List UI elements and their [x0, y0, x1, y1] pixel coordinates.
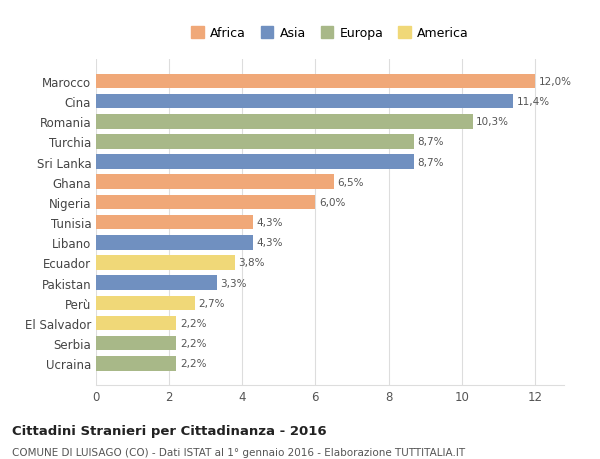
Bar: [96, 256, 235, 270]
Bar: [96, 215, 253, 230]
Bar: [96, 356, 176, 371]
Bar: [96, 296, 195, 310]
Text: 8,7%: 8,7%: [418, 157, 444, 167]
Bar: [96, 316, 176, 330]
Text: 2,2%: 2,2%: [180, 338, 206, 348]
Text: 12,0%: 12,0%: [538, 77, 571, 87]
Bar: [96, 155, 414, 169]
Text: 3,8%: 3,8%: [239, 258, 265, 268]
Bar: [96, 276, 217, 290]
Bar: [96, 195, 316, 210]
Legend: Africa, Asia, Europa, America: Africa, Asia, Europa, America: [187, 23, 473, 44]
Text: 10,3%: 10,3%: [476, 117, 509, 127]
Bar: [96, 74, 535, 89]
Text: 4,3%: 4,3%: [257, 218, 283, 228]
Text: Cittadini Stranieri per Cittadinanza - 2016: Cittadini Stranieri per Cittadinanza - 2…: [12, 425, 326, 437]
Text: 8,7%: 8,7%: [418, 137, 444, 147]
Text: 4,3%: 4,3%: [257, 238, 283, 248]
Text: 3,3%: 3,3%: [220, 278, 247, 288]
Text: 6,0%: 6,0%: [319, 197, 346, 207]
Bar: [96, 175, 334, 190]
Bar: [96, 235, 253, 250]
Bar: [96, 95, 513, 109]
Bar: [96, 135, 414, 149]
Text: 2,2%: 2,2%: [180, 358, 206, 369]
Text: COMUNE DI LUISAGO (CO) - Dati ISTAT al 1° gennaio 2016 - Elaborazione TUTTITALIA: COMUNE DI LUISAGO (CO) - Dati ISTAT al 1…: [12, 448, 465, 458]
Bar: [96, 336, 176, 351]
Bar: [96, 115, 473, 129]
Text: 2,7%: 2,7%: [199, 298, 225, 308]
Text: 2,2%: 2,2%: [180, 318, 206, 328]
Text: 11,4%: 11,4%: [517, 97, 550, 107]
Text: 6,5%: 6,5%: [337, 177, 364, 187]
